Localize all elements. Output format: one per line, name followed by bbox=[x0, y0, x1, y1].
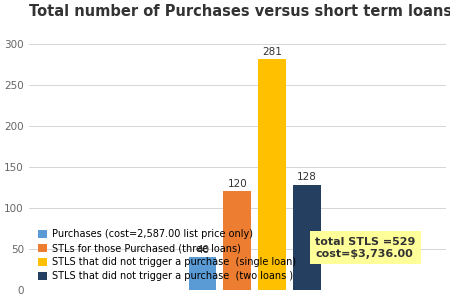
Text: 40: 40 bbox=[196, 244, 209, 255]
Bar bbox=[189, 257, 216, 290]
Bar bbox=[223, 191, 251, 290]
Text: 281: 281 bbox=[262, 47, 282, 57]
Bar bbox=[258, 59, 286, 290]
Text: 120: 120 bbox=[227, 179, 247, 189]
Text: 128: 128 bbox=[297, 172, 317, 182]
Bar bbox=[293, 185, 321, 290]
Text: total STLS =529
cost=$3,736.00: total STLS =529 cost=$3,736.00 bbox=[315, 237, 415, 259]
Text: Total number of Purchases versus short term loans: Total number of Purchases versus short t… bbox=[29, 4, 450, 19]
Legend: Purchases (cost=2,587.00 list price only), STLs for those Purchased (three loans: Purchases (cost=2,587.00 list price only… bbox=[34, 226, 300, 285]
